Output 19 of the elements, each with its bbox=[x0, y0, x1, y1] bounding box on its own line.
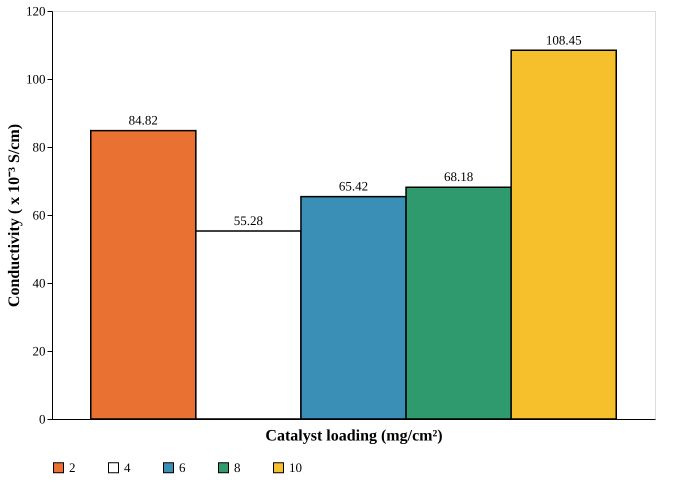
legend-label: 4 bbox=[124, 460, 131, 475]
y-tick-label: 60 bbox=[32, 208, 46, 222]
y-tick-label: 120 bbox=[26, 4, 46, 18]
legend-label: 2 bbox=[69, 460, 76, 475]
data-label: 108.45 bbox=[546, 32, 582, 48]
y-tick-label: 20 bbox=[32, 344, 46, 358]
legend-label: 6 bbox=[179, 460, 186, 475]
y-axis-title: Conductivity ( x 10⁻³ S/cm) bbox=[6, 124, 23, 308]
y-tick-label: 0 bbox=[39, 412, 46, 426]
x-axis-title: Catalyst loading (mg/cm²) bbox=[265, 428, 443, 444]
legend-label: 8 bbox=[234, 460, 240, 475]
y-tick-label: 100 bbox=[26, 72, 46, 86]
legend-label: 10 bbox=[289, 460, 302, 475]
y-tick-label: 80 bbox=[32, 140, 46, 154]
y-tick-label: 40 bbox=[32, 276, 46, 290]
data-label: 68.18 bbox=[444, 169, 474, 184]
data-label: 84.82 bbox=[128, 112, 158, 128]
data-label: 55.28 bbox=[234, 213, 264, 228]
data-label: 65.42 bbox=[338, 178, 368, 194]
